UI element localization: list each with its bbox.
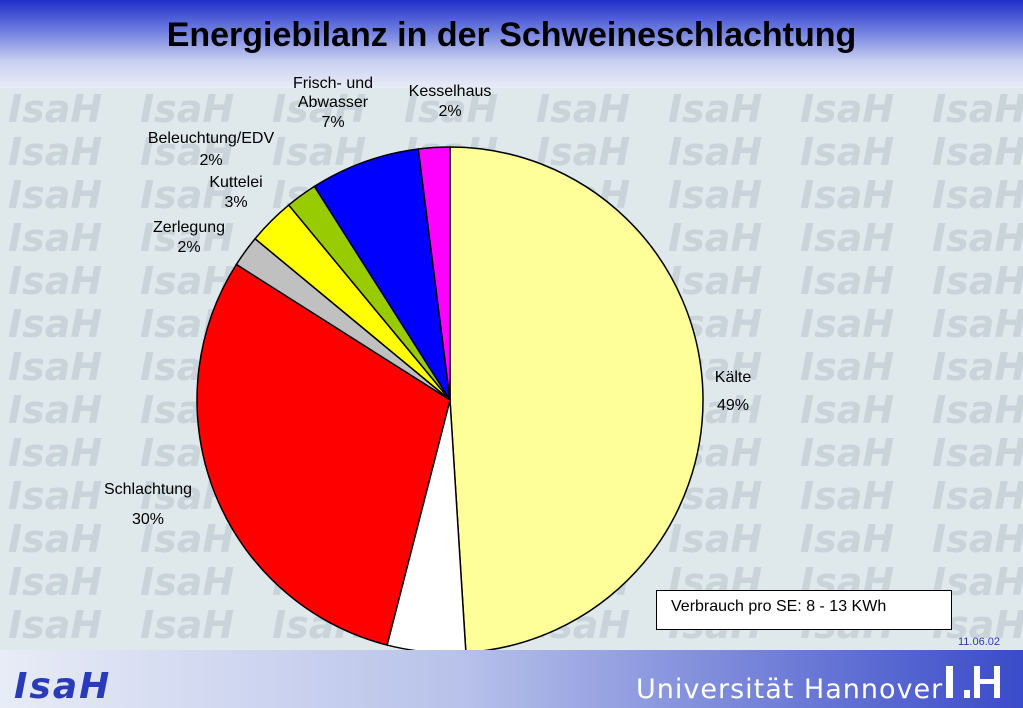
watermark-text: IsaH — [800, 345, 894, 389]
watermark-text: IsaH — [932, 259, 1023, 303]
watermark-text: IsaH — [272, 88, 366, 131]
pie-slice-frisch-und-abwasser — [313, 148, 451, 401]
watermark-text: IsaH — [8, 345, 102, 389]
watermark-text: IsaH — [8, 302, 102, 346]
slice-label-name: Kuttelei — [209, 174, 262, 191]
slice-label: Kesselhaus 2% — [409, 83, 492, 120]
watermark-text: IsaH — [800, 216, 894, 260]
slice-label-percent: 49% — [717, 397, 749, 414]
slide-date: 11.06.02 — [958, 636, 1001, 648]
header-bar — [0, 0, 1023, 88]
watermark-text: IsaH — [800, 517, 894, 561]
slice-label-name: Frisch- und — [293, 75, 373, 92]
university-logo-icon — [946, 666, 1000, 698]
slice-label-percent: 2% — [438, 103, 461, 120]
university-name: Universität Hannover — [636, 674, 944, 705]
slice-label-name: Kälte — [715, 369, 752, 386]
watermark-text: IsaH — [140, 560, 234, 604]
watermark-text: IsaH — [668, 173, 762, 217]
watermark-text: IsaH — [8, 216, 102, 260]
watermark-text: IsaH — [932, 646, 1023, 650]
pie-slice-schlachtung — [196, 263, 451, 646]
watermark-text: IsaH — [8, 431, 102, 475]
watermark-text: IsaH — [536, 646, 630, 650]
watermark-text: IsaH — [8, 603, 102, 647]
slice-label: Zerlegung 2% — [153, 219, 225, 256]
watermark-text: IsaH — [800, 130, 894, 174]
watermark-text: IsaH — [932, 517, 1023, 561]
watermark-text: IsaH — [536, 130, 630, 174]
slice-label-name: Abwasser — [298, 94, 369, 111]
watermark-text: IsaH — [668, 130, 762, 174]
slice-label-name: Beleuchtung/EDV — [148, 130, 275, 147]
watermark-text: IsaH — [668, 88, 762, 131]
watermark-text: IsaH — [8, 517, 102, 561]
watermark-text: IsaH — [800, 259, 894, 303]
slice-label-percent: 30% — [132, 511, 164, 528]
footer-bar — [0, 650, 1023, 708]
slice-label-percent: 2% — [177, 239, 200, 256]
watermark-text: IsaH — [536, 88, 630, 131]
watermark-text: IsaH — [140, 646, 234, 650]
slice-label: Schlachtung 30% — [104, 481, 192, 528]
isah-logo: IsaH — [14, 666, 112, 707]
watermark-text: IsaH — [800, 431, 894, 475]
watermark-text: IsaH — [8, 560, 102, 604]
watermark-text: IsaH — [932, 345, 1023, 389]
watermark-text: IsaH — [932, 173, 1023, 217]
watermark-text: IsaH — [932, 474, 1023, 518]
watermark-text: IsaH — [8, 474, 102, 518]
watermark-text: IsaH — [800, 88, 894, 131]
watermark-text: IsaH — [140, 517, 234, 561]
watermark-text: IsaH — [140, 216, 234, 260]
slice-label-percent: 3% — [224, 194, 247, 211]
watermark-text: IsaH — [140, 88, 234, 131]
watermark-text: IsaH — [932, 216, 1023, 260]
watermark-text: IsaH — [272, 646, 366, 650]
watermark-text: IsaH — [800, 302, 894, 346]
pie-slice-k-lte — [449, 146, 704, 654]
pie-slice-kesselhaus — [417, 146, 451, 401]
watermark-text: IsaH — [932, 88, 1023, 131]
slice-label: Kuttelei 3% — [209, 174, 262, 211]
watermark-text: IsaH — [140, 173, 234, 217]
watermark-text: IsaH — [140, 130, 234, 174]
watermark-text: IsaH — [800, 173, 894, 217]
watermark-text: IsaH — [140, 603, 234, 647]
watermark-text: IsaH — [668, 646, 762, 650]
slice-label-name: Schlachtung — [104, 481, 192, 498]
slice-label: Beleuchtung/EDV 2% — [148, 130, 275, 169]
slice-label-name: Kesselhaus — [409, 83, 492, 100]
watermark-text: IsaH — [8, 88, 102, 131]
slice-label-name: Zerlegung — [153, 219, 225, 236]
watermark-text: IsaH — [668, 517, 762, 561]
watermark-text: IsaH — [8, 388, 102, 432]
page-title: Energiebilanz in der Schweineschlachtung — [166, 16, 857, 54]
slice-label: Kälte 49% — [715, 369, 752, 414]
watermark-text: IsaH — [8, 646, 102, 650]
slice-label: Frisch- und Abwasser 7% — [293, 75, 373, 131]
watermark-text: IsaH — [932, 302, 1023, 346]
watermark-text: IsaH — [404, 88, 498, 131]
watermark-text: IsaH — [8, 173, 102, 217]
consumption-note: Verbrauch pro SE: 8 - 13 KWh — [656, 590, 952, 630]
slice-label-percent: 7% — [321, 114, 344, 131]
watermark-text: IsaH — [8, 259, 102, 303]
watermark-text: IsaH — [800, 474, 894, 518]
watermark-text: IsaH — [668, 216, 762, 260]
watermark-text: IsaH — [932, 431, 1023, 475]
watermark-text: IsaH — [668, 259, 762, 303]
watermark-text: IsaH — [140, 259, 234, 303]
slice-label-percent: 2% — [199, 152, 222, 169]
watermark-text: IsaH — [800, 646, 894, 650]
watermark-text: IsaH — [932, 388, 1023, 432]
watermark-text: IsaH — [8, 130, 102, 174]
watermark-text: IsaH — [800, 388, 894, 432]
watermark-text: IsaH — [932, 130, 1023, 174]
